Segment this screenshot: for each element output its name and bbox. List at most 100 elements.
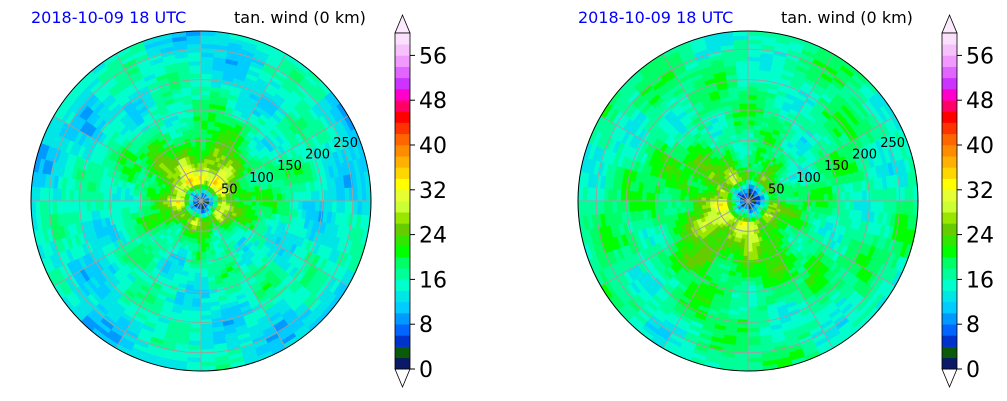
field-cell (193, 119, 202, 126)
colorbar-segment (395, 100, 410, 112)
field-cell (738, 90, 749, 96)
field-cell (742, 251, 749, 257)
field-cell (268, 194, 274, 202)
field-cell (132, 200, 138, 208)
field-cell (128, 194, 134, 202)
field-cell (747, 247, 753, 253)
field-cell (853, 200, 859, 211)
field-cell (662, 200, 668, 209)
field-cell (310, 200, 317, 212)
field-cell (149, 196, 155, 202)
colorbar-segment (395, 324, 410, 336)
field-cell (845, 191, 851, 202)
field-cell (747, 302, 758, 308)
field-cell (196, 158, 202, 164)
field-cell (700, 200, 706, 206)
colorbar-tick-label: 16 (419, 268, 447, 293)
field-cell (314, 190, 321, 202)
field-cell (692, 195, 698, 202)
colorbar-segment (395, 77, 410, 90)
field-cell (747, 259, 754, 266)
colorbar-segment (395, 133, 410, 146)
field-cell (798, 195, 804, 202)
field-cell (737, 81, 749, 88)
field-cell (628, 200, 635, 212)
field-cell (637, 191, 643, 202)
field-cell (200, 141, 207, 147)
field-cell (190, 81, 202, 88)
field-cell (794, 196, 800, 202)
field-cell (747, 98, 758, 104)
colorbar-segment (395, 212, 410, 224)
field-cell (857, 200, 864, 212)
field-cell (98, 191, 104, 202)
field-cell (310, 190, 317, 202)
field-cell (200, 268, 208, 274)
field-cell (272, 194, 278, 202)
colorbar-tick-label: 56 (419, 44, 447, 69)
field-cell (264, 200, 270, 208)
field-cell (94, 191, 100, 202)
field-cell (94, 200, 100, 211)
field-cell (90, 200, 96, 211)
field-cell (794, 200, 800, 206)
field-cell (200, 98, 211, 104)
field-cell (191, 98, 202, 104)
field-cell (675, 200, 681, 208)
field-cell (741, 132, 749, 138)
field-cell (272, 200, 278, 208)
field-cell (747, 115, 756, 121)
field-cell (136, 200, 143, 207)
field-cell (128, 200, 134, 208)
field-cell (737, 314, 749, 321)
field-cell (200, 314, 212, 321)
field-cell (823, 193, 830, 202)
field-cell (200, 247, 206, 253)
field-cell (802, 200, 808, 207)
field-cell (190, 310, 202, 317)
field-cell (196, 153, 202, 159)
field-cell (200, 149, 206, 155)
field-cell (641, 200, 647, 211)
field-cell (190, 314, 202, 321)
field-cell (115, 200, 121, 209)
field-cell (747, 132, 755, 138)
field-cell (193, 281, 202, 287)
field-cell (276, 200, 283, 209)
field-cell (747, 298, 758, 304)
colorbar-segment (395, 290, 410, 303)
field-cell (747, 119, 756, 126)
field-cell (195, 136, 202, 143)
field-cell (195, 259, 202, 266)
field-cell (191, 94, 202, 100)
colorbar-segment (395, 279, 410, 291)
field-cell (662, 193, 668, 202)
colorbar-segment (395, 234, 410, 247)
colorbar-segment (395, 201, 410, 213)
field-cell (124, 200, 130, 208)
field-cell (200, 298, 211, 304)
field-cell (281, 200, 287, 209)
field-cell (840, 192, 847, 202)
colorbar-tick-label: 24 (419, 224, 447, 249)
date-title: 2018-10-09 18 UTC (31, 8, 187, 27)
field-cell (200, 302, 211, 308)
colorbar-segment (395, 357, 410, 370)
field-cell (194, 124, 202, 130)
field-cell (742, 259, 749, 266)
field-cell (200, 285, 210, 291)
field-cell (696, 196, 702, 202)
field-cell (124, 194, 130, 202)
field-cell (743, 153, 749, 159)
field-cell (683, 195, 690, 202)
colorbar-segment (395, 189, 410, 202)
field-cell (739, 293, 749, 300)
field-cell (740, 276, 749, 283)
field-cell (200, 293, 210, 300)
field-cell (747, 251, 754, 257)
panel-right: 2018-10-09 18 UTC tan. wind (0 km) 50 100… (547, 0, 1007, 401)
field-cell (119, 200, 126, 209)
field-cell (632, 190, 639, 202)
field-cell (743, 158, 749, 164)
field-cell (102, 192, 109, 202)
